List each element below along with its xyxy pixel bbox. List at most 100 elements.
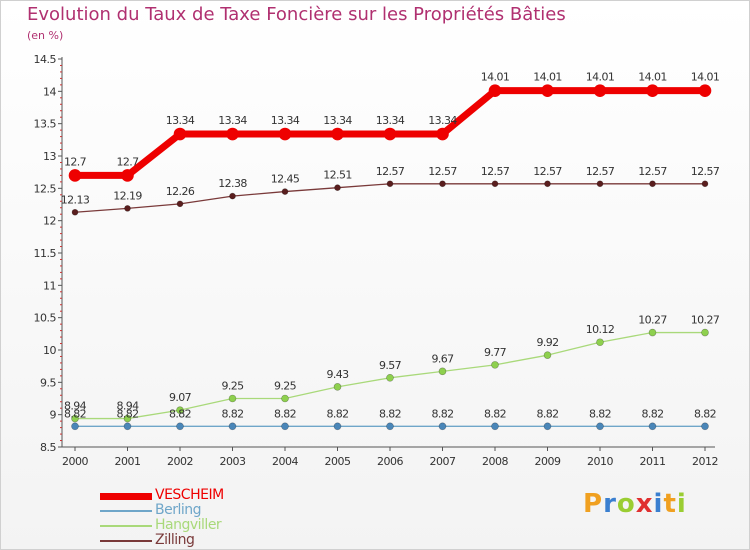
data-label-hangviller: 10.12 [586,323,615,336]
data-point-berling [491,422,499,431]
data-label-hangviller: 9.67 [431,352,454,365]
legend-label: VESCHEIM [155,487,224,503]
data-label-berling: 8.82 [536,407,558,420]
data-point-vescheim [646,84,659,97]
data-point-zilling [176,200,184,208]
data-label-berling: 8.82 [431,407,453,420]
data-label-zilling: 12.13 [61,193,90,206]
data-point-zilling [71,208,79,216]
logo-letter: x [635,489,654,519]
data-label-vescheim: 14.01 [533,71,562,84]
x-tick-label: 2005 [325,455,351,468]
data-label-berling: 8.82 [64,407,86,420]
data-point-hangviller [228,394,237,403]
data-label-vescheim: 14.01 [638,71,667,84]
data-point-hangviller [386,374,394,382]
data-label-vescheim: 13.34 [218,114,247,127]
y-tick-label: 11.5 [34,247,57,260]
chart-unit-label: (en %) [27,29,64,42]
data-label-vescheim: 13.34 [323,114,352,127]
logo-letter: i [653,489,664,519]
data-point-hangviller [438,367,447,376]
y-tick-label: 11 [43,279,56,292]
data-label-berling: 8.82 [484,407,506,420]
x-tick-label: 2006 [377,455,403,468]
y-tick-label: 14.5 [34,53,57,66]
data-point-vescheim [593,84,607,97]
data-point-berling [333,422,342,431]
logo-letter: o [616,489,636,519]
data-label-zilling: 12.57 [481,165,510,178]
data-point-berling [281,422,289,431]
x-tick-label: 2002 [167,455,193,468]
y-tick-label: 10 [43,344,56,357]
data-point-zilling [281,188,289,195]
data-point-zilling [596,180,604,188]
data-point-zilling [544,180,551,188]
data-point-vescheim [226,127,239,141]
data-point-berling [596,422,604,431]
y-tick-label: 12 [43,215,56,228]
logo-letter: i [676,489,687,519]
data-point-zilling [439,180,446,188]
data-point-berling [648,422,657,431]
data-label-zilling: 12.57 [691,165,720,178]
x-tick-label: 2010 [587,455,613,468]
data-point-hangviller [596,338,604,347]
data-point-hangviller [648,328,657,337]
data-point-hangviller [701,328,709,337]
legend-label: Berling [155,502,202,518]
y-tick-label: 12.5 [34,182,57,195]
data-label-hangviller: 8.94 [64,400,87,413]
y-tick-label: 14 [43,85,56,98]
data-label-vescheim: 12.7 [116,155,139,168]
logo-letter: r [603,489,617,519]
data-label-vescheim: 13.34 [428,114,457,127]
data-point-vescheim [331,127,344,141]
legend-swatch [100,493,152,500]
data-label-hangviller: 9.92 [536,336,558,349]
x-tick-label: 2000 [62,455,88,468]
y-tick-label: 8.5 [40,441,56,454]
x-tick-label: 2009 [535,455,561,468]
data-label-zilling: 12.57 [586,165,615,178]
data-label-hangviller: 9.57 [379,359,402,372]
x-tick-label: 2004 [272,455,298,468]
data-label-berling: 8.82 [641,407,663,420]
data-label-hangviller: 9.25 [221,380,244,393]
x-tick-label: 2003 [220,455,246,468]
chart-title: Evolution du Taux de Taxe Foncière sur l… [27,4,566,25]
data-label-hangviller: 9.07 [169,391,192,404]
data-point-vescheim [278,127,292,141]
data-label-zilling: 12.38 [218,177,247,190]
y-tick-label: 13 [43,150,56,163]
data-point-zilling [649,180,656,188]
data-label-berling: 8.82 [379,407,401,420]
data-point-hangviller [491,361,499,369]
data-point-berling [438,422,447,431]
data-label-vescheim: 13.34 [166,114,195,127]
data-point-vescheim [436,127,449,141]
x-tick-label: 2012 [692,455,718,468]
data-label-hangviller: 9.25 [274,380,297,393]
data-point-berling [176,422,184,431]
data-label-vescheim: 14.01 [481,71,510,84]
legend-label: Hangviller [155,517,222,533]
data-point-zilling [701,180,709,188]
data-point-vescheim [541,84,554,97]
data-label-vescheim: 13.34 [376,114,405,127]
data-point-berling [71,422,79,431]
data-point-zilling [386,180,394,188]
y-tick-label: 13.5 [34,118,57,131]
data-label-vescheim: 12.7 [64,155,87,168]
data-label-hangviller: 10.27 [691,314,720,327]
data-point-hangviller [123,414,132,423]
logo-letter: t [663,489,677,519]
data-point-vescheim [68,169,82,182]
data-label-hangviller: 9.43 [326,368,349,381]
data-label-vescheim: 14.01 [691,71,720,84]
x-tick-label: 2008 [482,455,508,468]
data-point-zilling [229,192,236,200]
data-point-zilling [491,180,499,188]
